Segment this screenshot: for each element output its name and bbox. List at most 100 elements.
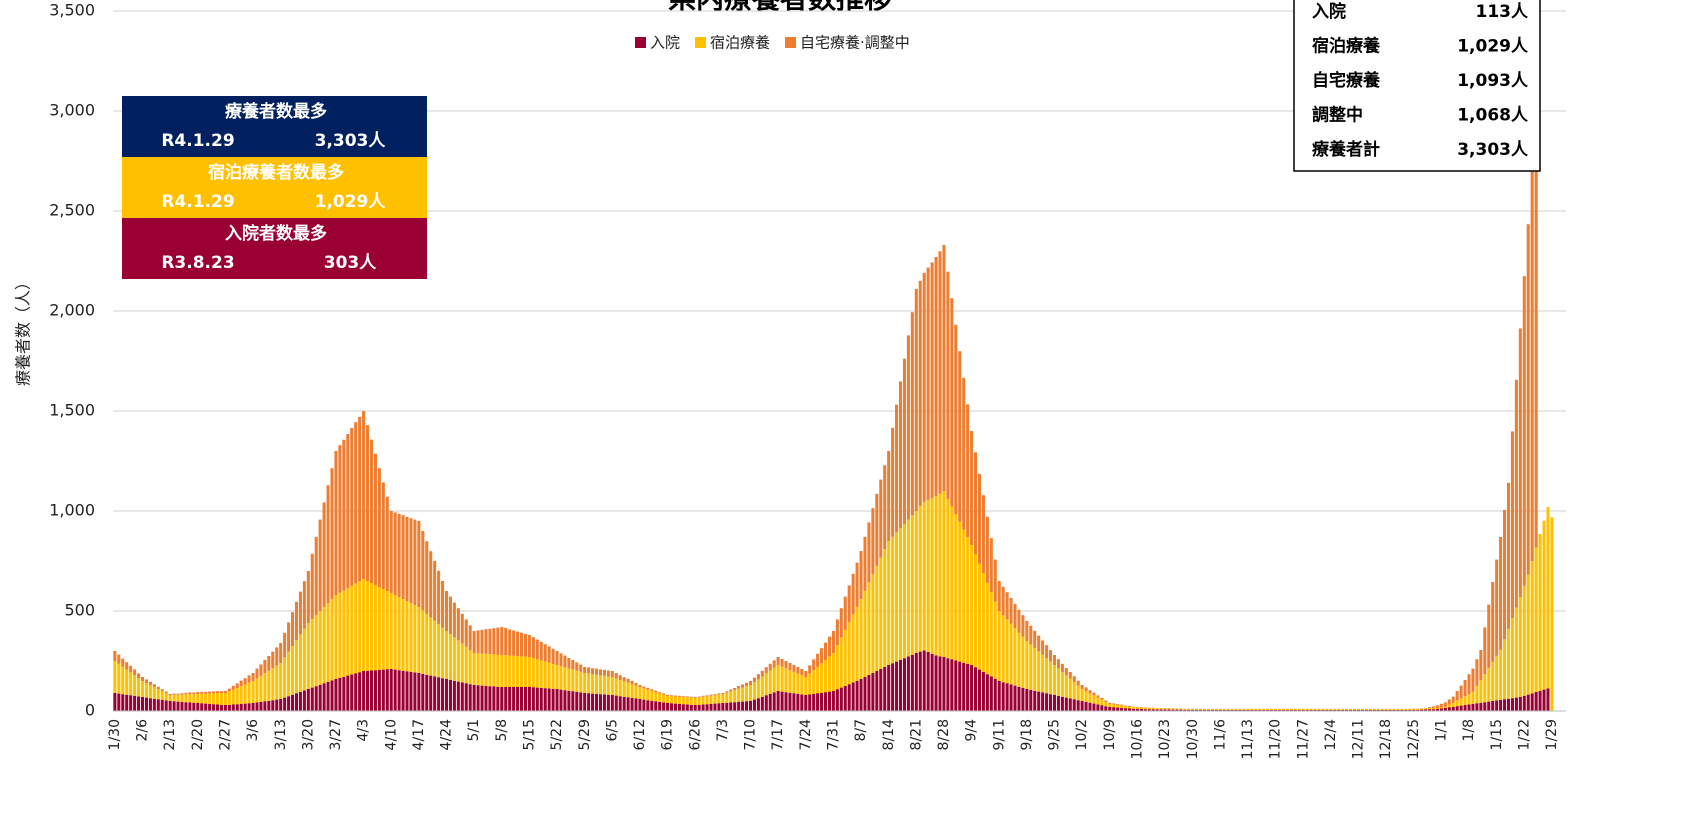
bar-segment	[239, 686, 243, 704]
bar-segment	[1424, 709, 1428, 711]
bar-segment	[1475, 703, 1479, 711]
bar-segment	[626, 678, 630, 683]
bar-segment	[326, 681, 330, 711]
bar-segment	[606, 670, 610, 677]
bar-segment	[1005, 592, 1009, 620]
bar-segment	[1503, 509, 1507, 640]
bar-segment	[314, 615, 318, 687]
bar-segment	[914, 289, 918, 511]
bar-segment	[902, 358, 906, 524]
bar-segment	[946, 271, 950, 499]
x-tick-label: 7/3	[715, 719, 731, 742]
bar-segment	[1495, 700, 1499, 711]
bar-segment	[575, 662, 579, 671]
bar-segment	[891, 427, 895, 537]
bar-segment	[1321, 709, 1325, 710]
bar-segment	[188, 702, 192, 711]
bar-segment	[523, 687, 527, 711]
bar-segment	[677, 703, 681, 711]
x-tick-label: 11/20	[1268, 719, 1284, 759]
x-tick-label: 3/27	[328, 719, 344, 750]
bar-segment	[1037, 635, 1041, 652]
bar-segment	[1408, 709, 1412, 710]
bar-segment	[267, 670, 271, 701]
bar-segment	[508, 687, 512, 711]
bar-segment	[1064, 675, 1068, 698]
bar-segment	[1345, 709, 1349, 710]
bar-segment	[974, 452, 978, 555]
bar-segment	[804, 677, 808, 695]
bar-segment	[1439, 703, 1443, 708]
bar-segment	[484, 653, 488, 686]
bar-segment	[346, 675, 350, 711]
bar-segment	[539, 641, 543, 661]
bar-segment	[527, 687, 531, 711]
bar-segment	[970, 431, 974, 545]
bar-segment	[1009, 598, 1013, 624]
x-tick-label: 10/30	[1185, 719, 1201, 759]
bar-segment	[1467, 704, 1471, 711]
bar-segment	[1005, 619, 1009, 684]
bar-segment	[934, 257, 938, 497]
bar-segment	[160, 699, 164, 711]
peak-date: R3.8.23	[161, 253, 234, 273]
bar-segment	[1416, 709, 1420, 711]
bar-segment	[1550, 517, 1554, 711]
bar-segment	[172, 694, 176, 702]
bar-segment	[1171, 708, 1175, 710]
bar-segment	[902, 524, 906, 659]
y-tick-label: 2,500	[49, 201, 95, 220]
bar-segment	[1534, 547, 1538, 692]
bar-segment	[1455, 691, 1459, 701]
x-tick-label: 12/18	[1378, 719, 1394, 759]
bar-segment	[1183, 709, 1187, 711]
bar-segment	[291, 646, 295, 695]
bar-segment	[918, 280, 922, 507]
bar-segment	[575, 691, 579, 711]
bar-segment	[697, 704, 701, 711]
bar-segment	[784, 661, 788, 669]
bar-segment	[654, 701, 658, 711]
summary-value: 1,029人	[1457, 37, 1529, 57]
bar-segment	[1056, 695, 1060, 711]
bar-segment	[492, 628, 496, 655]
bar-segment	[1100, 705, 1104, 711]
bar-segment	[472, 631, 476, 653]
bar-segment	[788, 692, 792, 711]
bar-segment	[496, 686, 500, 711]
bar-segment	[1420, 708, 1424, 710]
bar-segment	[796, 693, 800, 711]
bar-segment	[121, 658, 125, 667]
bar-segment	[1443, 706, 1447, 708]
bar-segment	[579, 692, 583, 711]
bar-segment	[808, 665, 812, 674]
bar-segment	[531, 637, 535, 658]
bar-segment	[1088, 702, 1092, 711]
legend-swatch	[785, 37, 796, 48]
bar-segment	[433, 620, 437, 677]
bar-segment	[1333, 709, 1337, 710]
bar-segment	[216, 693, 220, 705]
bar-segment	[235, 683, 239, 688]
bar-segment	[156, 689, 160, 700]
bar-segment	[800, 694, 804, 711]
bar-segment	[1108, 704, 1112, 707]
bar-segment	[1443, 707, 1447, 711]
bar-segment	[200, 691, 204, 694]
bar-segment	[808, 673, 812, 695]
bar-segment	[1092, 695, 1096, 704]
bar-segment	[259, 675, 263, 702]
bar-segment	[1222, 709, 1226, 710]
bar-segment	[366, 670, 370, 711]
bar-segment	[1435, 708, 1439, 709]
bar-segment	[1076, 685, 1080, 701]
bar-segment	[239, 680, 243, 686]
bar-segment	[523, 656, 527, 687]
bar-segment	[512, 687, 516, 711]
bar-segment	[910, 654, 914, 711]
bar-segment	[555, 651, 559, 665]
bar-segment	[1072, 676, 1076, 682]
bar-segment	[251, 673, 255, 681]
bar-segment	[413, 519, 417, 605]
bar-segment	[504, 687, 508, 711]
